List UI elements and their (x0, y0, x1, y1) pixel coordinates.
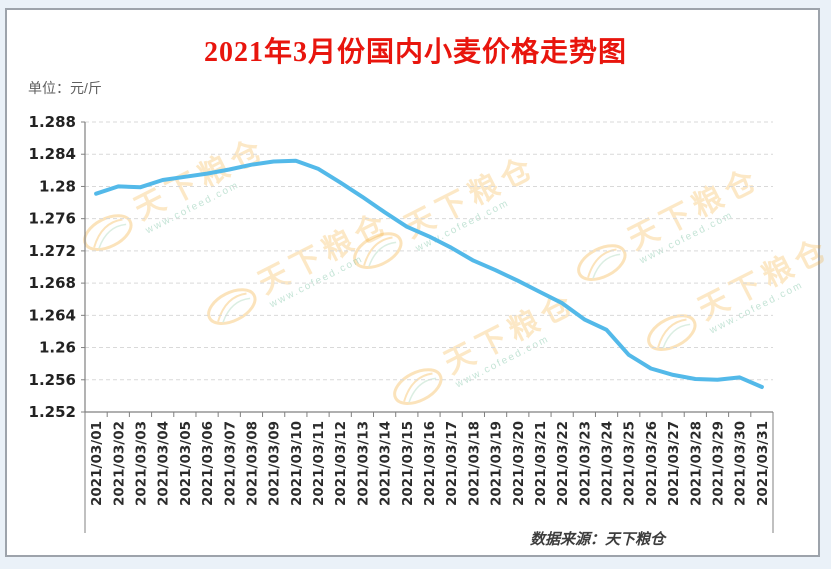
svg-text:2021/03/14: 2021/03/14 (378, 421, 394, 506)
svg-text:2021/03/26: 2021/03/26 (644, 421, 660, 506)
svg-text:2021/03/05: 2021/03/05 (178, 421, 194, 506)
svg-text:2021/03/08: 2021/03/08 (244, 421, 260, 506)
svg-text:2021/03/25: 2021/03/25 (622, 421, 638, 506)
svg-text:2021/03/07: 2021/03/07 (222, 421, 238, 506)
chart-title: 2021年3月份国内小麦价格走势图 (203, 37, 627, 68)
svg-text:2021/03/21: 2021/03/21 (533, 421, 549, 506)
svg-text:2021/03/13: 2021/03/13 (355, 421, 371, 506)
svg-text:2021/03/22: 2021/03/22 (555, 421, 571, 506)
price-series-line (94, 158, 764, 389)
svg-text:1.264: 1.264 (29, 306, 76, 324)
svg-text:2021/03/11: 2021/03/11 (311, 421, 327, 506)
svg-text:2021/03/31: 2021/03/31 (755, 421, 771, 506)
svg-text:2021/03/04: 2021/03/04 (156, 421, 172, 506)
data-source-label: 数据来源：天下粮仓 (530, 531, 666, 548)
svg-text:1.272: 1.272 (29, 242, 76, 260)
svg-text:1.26: 1.26 (39, 339, 76, 357)
svg-text:1.268: 1.268 (29, 274, 76, 292)
svg-text:1.28: 1.28 (39, 177, 76, 195)
svg-text:2021/03/01: 2021/03/01 (89, 421, 105, 506)
svg-text:2021/03/16: 2021/03/16 (422, 421, 438, 506)
svg-text:2021/03/15: 2021/03/15 (400, 421, 416, 506)
svg-text:2021/03/09: 2021/03/09 (267, 421, 283, 506)
svg-text:1.288: 1.288 (29, 113, 76, 131)
svg-text:1.284: 1.284 (29, 145, 76, 163)
svg-text:1.256: 1.256 (29, 371, 76, 389)
svg-text:2021/03/19: 2021/03/19 (489, 421, 505, 506)
svg-text:2021/03/18: 2021/03/18 (466, 421, 482, 506)
svg-text:1.276: 1.276 (29, 210, 76, 228)
svg-text:2021/03/10: 2021/03/10 (289, 421, 305, 506)
svg-text:2021/03/03: 2021/03/03 (133, 421, 149, 506)
unit-label: 单位：元/斤 (28, 80, 102, 96)
svg-text:2021/03/02: 2021/03/02 (111, 421, 127, 506)
svg-text:2021/03/30: 2021/03/30 (733, 421, 749, 506)
svg-text:2021/03/23: 2021/03/23 (577, 421, 593, 506)
svg-text:2021/03/27: 2021/03/27 (666, 421, 682, 506)
svg-text:2021/03/06: 2021/03/06 (200, 421, 216, 506)
svg-text:2021/03/20: 2021/03/20 (511, 421, 527, 506)
svg-text:2021/03/17: 2021/03/17 (444, 421, 460, 506)
svg-text:2021/03/29: 2021/03/29 (711, 421, 727, 506)
svg-text:2021/03/28: 2021/03/28 (688, 421, 704, 506)
svg-text:2021/03/12: 2021/03/12 (333, 421, 349, 506)
svg-text:1.252: 1.252 (29, 403, 76, 421)
svg-text:2021/03/24: 2021/03/24 (600, 421, 616, 506)
